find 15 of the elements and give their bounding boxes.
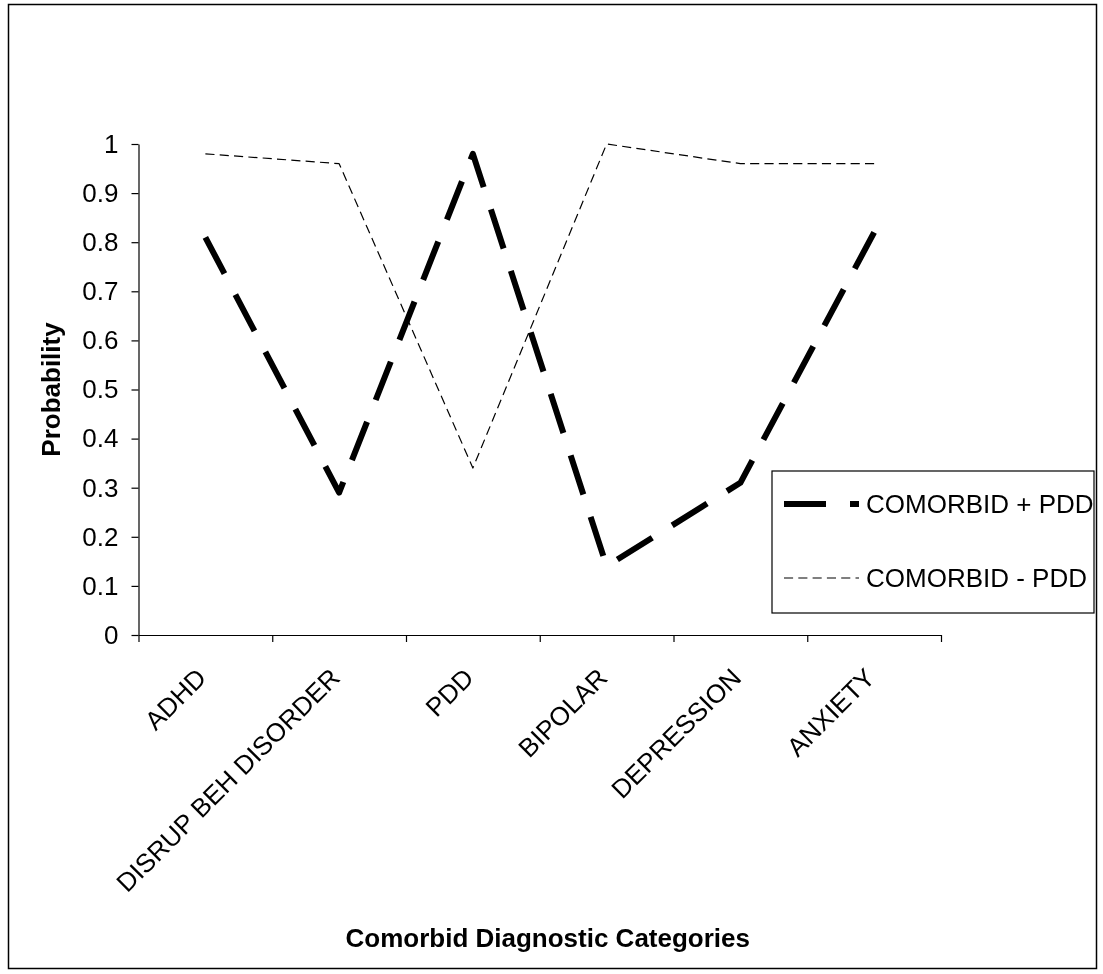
y-tick-label: 0 [104,619,119,650]
y-tick-label: 0.1 [82,570,119,601]
x-axis-title: Comorbid Diagnostic Categories [345,923,750,953]
y-tick-label: 0.8 [82,227,119,258]
y-tick-label: 0.9 [82,177,119,208]
y-tick-label: 0.4 [82,423,119,454]
y-tick-label: 0.6 [82,325,119,356]
y-tick-label: 0.2 [82,521,119,552]
legend-label: COMORBID - PDD [866,563,1087,593]
y-tick-label: 0.5 [82,374,119,405]
y-axis-title: Probability [36,321,66,457]
legend-label: COMORBID + PDD [866,489,1094,519]
y-tick-label: 0.7 [82,276,119,307]
y-tick-label: 0.3 [82,472,119,503]
y-tick-label: 1 [104,128,119,159]
